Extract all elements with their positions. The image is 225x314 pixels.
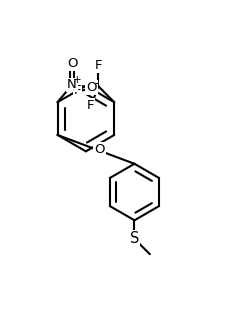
Text: F: F <box>86 99 94 112</box>
Text: S: S <box>129 231 139 246</box>
Text: F: F <box>74 84 81 97</box>
Text: F: F <box>94 59 101 72</box>
Text: N: N <box>67 78 77 91</box>
Text: +: + <box>73 75 82 85</box>
Text: O: O <box>86 81 97 94</box>
Text: -: - <box>94 77 99 89</box>
Text: O: O <box>66 57 77 70</box>
Text: O: O <box>94 143 104 156</box>
